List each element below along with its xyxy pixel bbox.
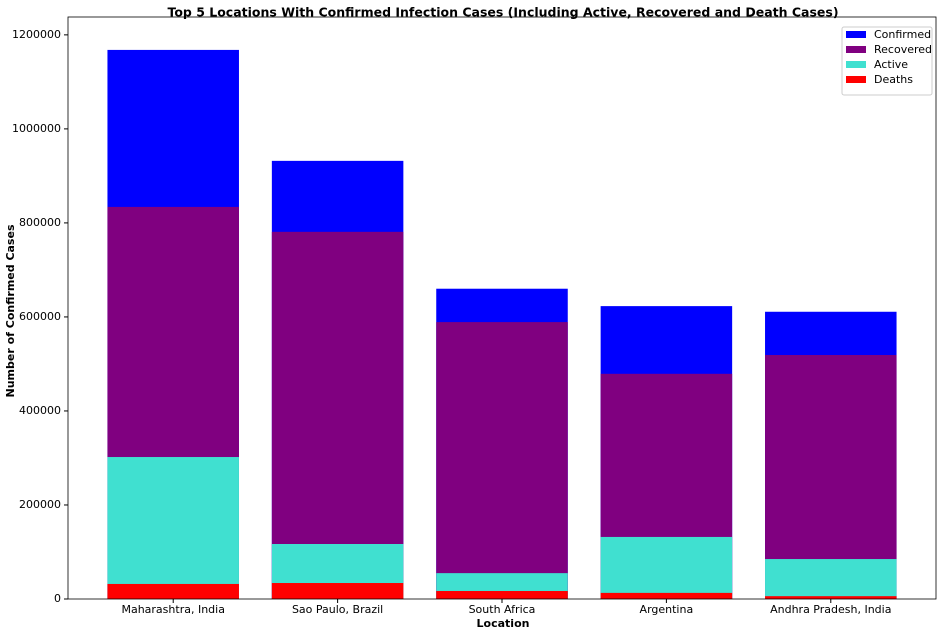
legend-label: Confirmed	[874, 28, 931, 41]
y-tick-label: 400000	[19, 404, 61, 417]
x-tick-label: Argentina	[640, 603, 694, 616]
x-tick-label: Maharashtra, India	[121, 603, 224, 616]
legend-label: Deaths	[874, 73, 913, 86]
bar	[765, 596, 897, 599]
chart-title: Top 5 Locations With Confirmed Infection…	[167, 5, 838, 20]
y-tick-label: 1200000	[12, 28, 61, 41]
bar	[271, 583, 404, 599]
x-tick-label: Andhra Pradesh, India	[770, 603, 891, 616]
x-axis-label: Location	[477, 617, 530, 630]
bar	[765, 559, 897, 599]
bar	[765, 355, 897, 599]
legend-swatch	[846, 61, 866, 68]
bar	[107, 583, 239, 599]
bar	[600, 536, 733, 599]
y-tick-label: 200000	[19, 498, 61, 511]
bar	[271, 231, 404, 599]
legend-label: Active	[874, 58, 908, 71]
bar	[600, 592, 733, 599]
plot-frame	[67, 16, 937, 600]
legend-swatch	[846, 31, 866, 38]
x-tick-label: Sao Paulo, Brazil	[292, 603, 383, 616]
bar	[436, 322, 568, 599]
y-tick-label: 800000	[19, 216, 61, 229]
legend-label: Recovered	[874, 43, 932, 56]
bar	[107, 457, 239, 599]
legend-swatch	[846, 76, 866, 83]
bar	[436, 591, 568, 599]
y-tick-label: 600000	[19, 310, 61, 323]
y-tick-label: 1000000	[12, 122, 61, 135]
y-axis-label: Number of Confirmed Cases	[4, 224, 17, 397]
y-tick-label: 0	[54, 592, 61, 605]
x-tick-label: South Africa	[469, 603, 536, 616]
legend-swatch	[846, 46, 866, 53]
